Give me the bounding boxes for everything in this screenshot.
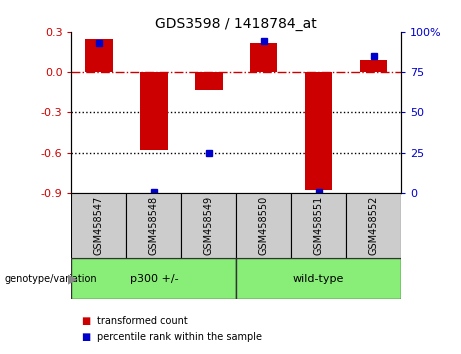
Bar xyxy=(85,39,112,72)
Text: GSM458547: GSM458547 xyxy=(94,196,104,255)
Text: genotype/variation: genotype/variation xyxy=(5,274,97,284)
Text: ▶: ▶ xyxy=(68,272,78,285)
Bar xyxy=(305,72,332,190)
Text: p300 +/-: p300 +/- xyxy=(130,274,178,284)
Bar xyxy=(360,60,387,72)
Bar xyxy=(236,193,291,258)
Text: GSM458549: GSM458549 xyxy=(204,196,214,255)
Bar xyxy=(236,258,401,299)
Text: GSM458550: GSM458550 xyxy=(259,196,269,255)
Text: GSM458548: GSM458548 xyxy=(149,196,159,255)
Text: wild-type: wild-type xyxy=(293,274,344,284)
Title: GDS3598 / 1418784_at: GDS3598 / 1418784_at xyxy=(155,17,317,31)
Bar xyxy=(71,258,236,299)
Text: GSM458551: GSM458551 xyxy=(313,196,324,255)
Bar xyxy=(250,42,278,72)
Bar xyxy=(181,193,236,258)
Text: percentile rank within the sample: percentile rank within the sample xyxy=(97,332,262,342)
Bar xyxy=(291,193,346,258)
Bar xyxy=(126,193,181,258)
Bar xyxy=(195,72,223,90)
Text: ■: ■ xyxy=(81,332,90,342)
Text: transformed count: transformed count xyxy=(97,316,188,326)
Text: ■: ■ xyxy=(81,316,90,326)
Text: GSM458552: GSM458552 xyxy=(369,196,378,255)
Bar xyxy=(140,72,168,150)
Bar xyxy=(346,193,401,258)
Bar xyxy=(71,193,126,258)
